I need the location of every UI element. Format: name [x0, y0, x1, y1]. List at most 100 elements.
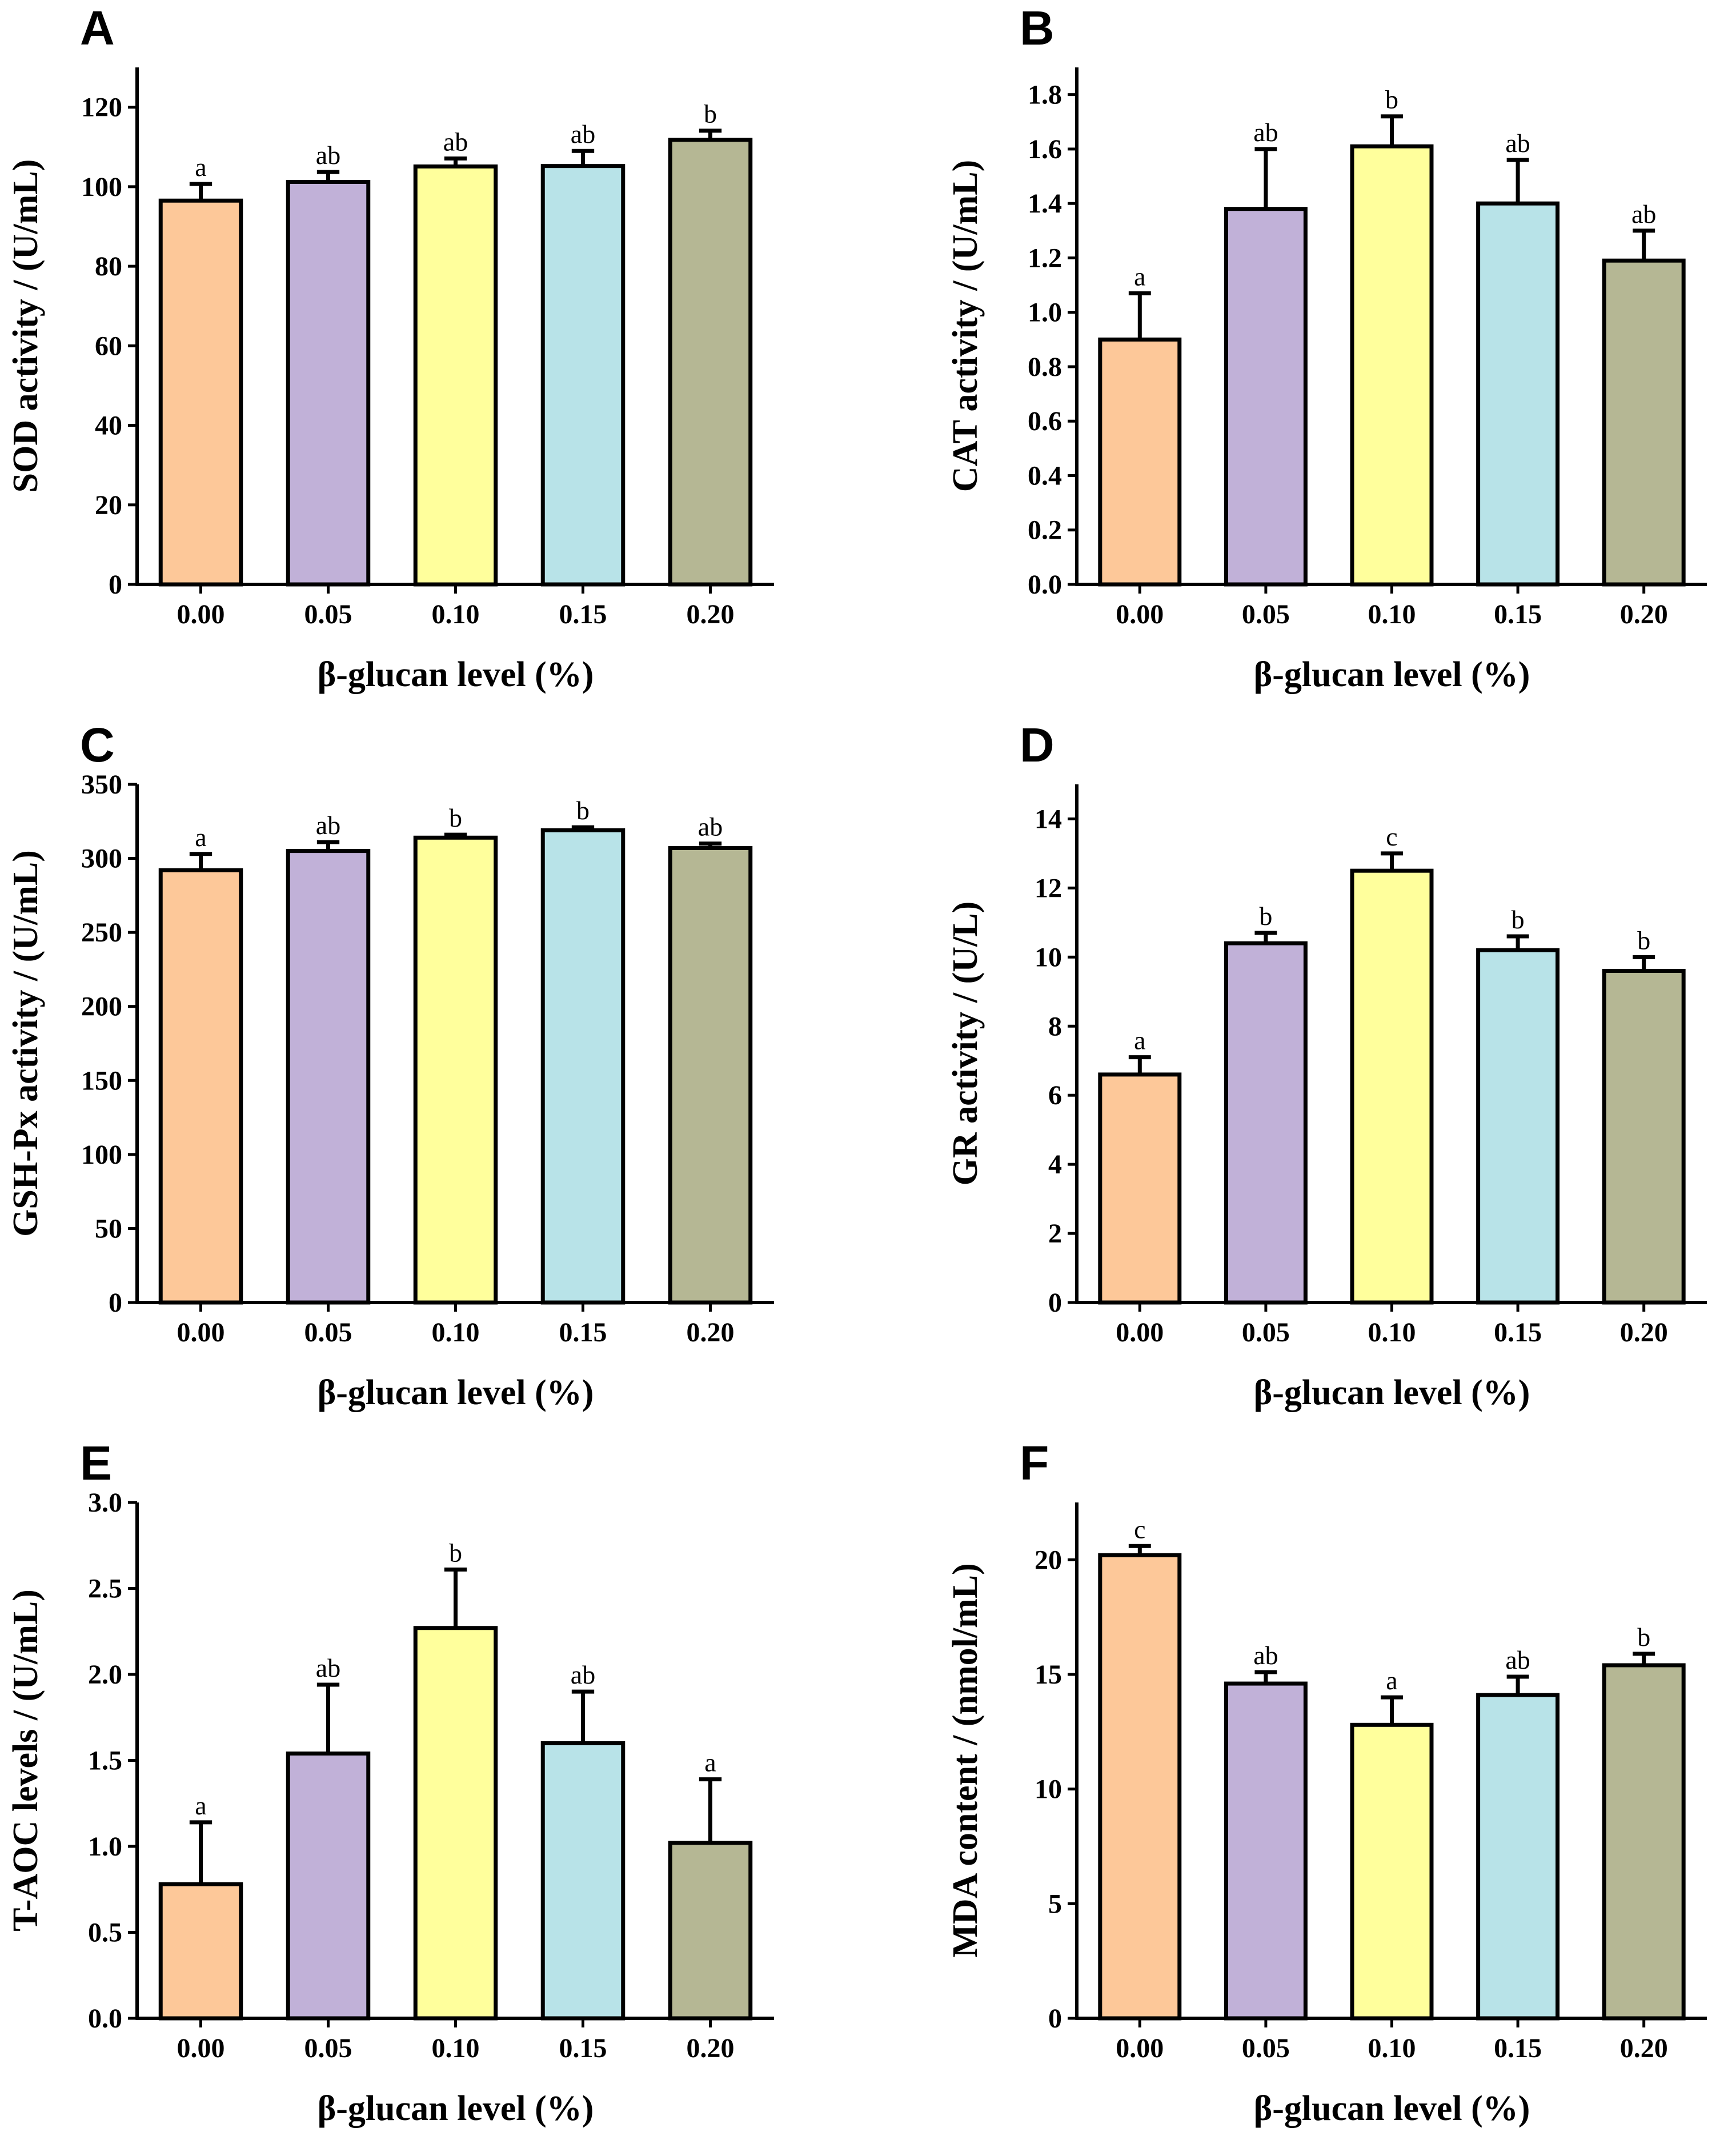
y-tick-label: 2	[1048, 1219, 1062, 1249]
panel-letter: B	[1020, 1, 1055, 55]
y-tick-label: 1.5	[88, 1746, 122, 1776]
bar-0.20	[1602, 969, 1686, 1305]
x-tick-label: 0.05	[304, 2033, 352, 2063]
error-bar-0.20	[699, 841, 722, 848]
y-tick-label: 350	[81, 770, 122, 800]
error-bar-0.20	[699, 1777, 722, 1843]
x-tick-label: 0.10	[1368, 1317, 1416, 1348]
x-tick-label: 0.15	[559, 2033, 607, 2063]
significance-letter: a	[195, 153, 206, 182]
error-bar-0.00	[189, 852, 213, 871]
x-axis-title: β-glucan level (%)	[1254, 2089, 1530, 2128]
x-tick-label: 0.15	[1494, 2033, 1542, 2063]
error-bar-0.15	[1506, 158, 1529, 204]
y-tick-label: 5	[1048, 1889, 1062, 1919]
x-tick-label: 0.20	[1620, 599, 1668, 630]
y-axis-title: GR activity / (U/L)	[946, 901, 985, 1186]
y-tick-label: 15	[1035, 1660, 1062, 1690]
error-bar-0.05	[1254, 147, 1277, 209]
error-bar-0.10	[444, 156, 467, 167]
bar-0.20	[1602, 1663, 1686, 2021]
error-bar-0.10	[444, 832, 467, 838]
error-bar-0.10	[444, 1567, 467, 1628]
significance-letter: a	[1386, 1666, 1397, 1695]
y-tick-label: 1.0	[88, 1832, 122, 1862]
error-bar-0.15	[571, 825, 595, 831]
bar-0.00	[1098, 1072, 1182, 1305]
x-tick-label: 0.10	[1368, 599, 1416, 630]
y-tick-label: 250	[81, 917, 122, 948]
y-axis-title: CAT activity / (U/mL)	[946, 160, 985, 492]
chart-panel-d: Da 0.00 b 0.05 c 0.10 b 0.15 b 0.20 0 2 4 6 8 10 12 14 β-g…	[946, 718, 1707, 1412]
error-bar-0.05	[1254, 931, 1277, 944]
chart-panel-a: Aa 0.00 ab 0.05 ab 0.10 ab 0.15 b 0.20 0 20 40 60 80 10…	[6, 1, 774, 694]
x-tick-label: 0.15	[559, 599, 607, 630]
significance-letter: b	[1385, 85, 1398, 114]
significance-letter: b	[1637, 925, 1650, 955]
bar-0.15	[1476, 201, 1560, 587]
y-tick-label: 0	[109, 1288, 122, 1318]
y-tick-label: 10	[1035, 1774, 1062, 1805]
x-tick-label: 0.00	[177, 2033, 225, 2063]
error-bar-0.00	[189, 182, 213, 201]
bar-0.20	[668, 845, 753, 1305]
significance-letter: b	[704, 99, 717, 129]
y-axis-title: MDA content / (nmol/mL)	[946, 1563, 985, 1958]
error-bar-0.00	[189, 1820, 213, 1885]
error-bar-0.00	[1128, 291, 1151, 340]
bar-0.00	[158, 1882, 243, 2021]
y-tick-label: 0	[1048, 2003, 1062, 2034]
chart-panel-b: Ba 0.00 ab 0.05 b 0.10 ab 0.15 ab 0.20 0.0 0.2 0.4 0.…	[946, 1, 1707, 694]
x-tick-label: 0.20	[687, 1317, 735, 1348]
bar-0.15	[1476, 1693, 1560, 2021]
y-tick-label: 0.4	[1028, 460, 1062, 491]
error-bar-0.10	[1381, 114, 1403, 147]
x-tick-label: 0.05	[1242, 2033, 1290, 2063]
y-tick-label: 0.5	[88, 1918, 122, 1948]
y-tick-label: 150	[81, 1065, 122, 1096]
y-tick-label: 80	[95, 251, 122, 282]
y-tick-label: 0.0	[88, 2003, 122, 2034]
y-tick-label: 40	[95, 411, 122, 441]
y-tick-label: 6	[1048, 1080, 1062, 1111]
x-tick-label: 0.20	[687, 599, 735, 630]
bar-0.00	[158, 868, 243, 1305]
x-tick-label: 0.20	[687, 2033, 735, 2063]
y-tick-label: 100	[81, 172, 122, 202]
significance-letter: b	[1259, 901, 1272, 931]
bar-0.20	[668, 138, 753, 587]
x-tick-label: 0.20	[1620, 2033, 1668, 2063]
panel-letter: E	[80, 1436, 112, 1490]
panel-letter: F	[1020, 1436, 1049, 1490]
y-axis-title: T-AOC levels / (U/mL)	[6, 1589, 45, 1931]
y-tick-label: 12	[1035, 873, 1062, 903]
x-axis-title: β-glucan level (%)	[318, 1373, 594, 1412]
x-tick-label: 0.10	[432, 2033, 480, 2063]
error-bar-0.05	[316, 840, 340, 851]
significance-letter: b	[1512, 905, 1525, 934]
y-tick-label: 14	[1035, 804, 1062, 834]
bar-0.10	[413, 835, 498, 1305]
significance-letter: ab	[1631, 199, 1656, 229]
bar-0.15	[540, 828, 626, 1305]
x-tick-label: 0.10	[432, 599, 480, 630]
y-tick-label: 100	[81, 1140, 122, 1170]
y-tick-label: 2.5	[88, 1574, 122, 1604]
y-tick-label: 120	[81, 93, 122, 123]
bar-0.05	[1224, 1681, 1308, 2021]
significance-letter: ab	[571, 1660, 595, 1689]
significance-letter: b	[449, 1538, 462, 1567]
bar-0.00	[1098, 337, 1182, 587]
error-bar-0.15	[571, 149, 595, 166]
y-tick-label: 0.0	[1028, 570, 1062, 600]
significance-letter: c	[1134, 1514, 1145, 1544]
x-axis-title: β-glucan level (%)	[1254, 1373, 1530, 1412]
error-bar-0.05	[316, 1682, 340, 1754]
panel-letter: D	[1020, 718, 1055, 772]
significance-letter: a	[1134, 1026, 1145, 1055]
x-tick-label: 0.00	[1116, 1317, 1164, 1348]
bar-0.05	[286, 179, 371, 587]
x-axis-title: β-glucan level (%)	[318, 2089, 594, 2128]
y-axis-title: GSH-Px activity / (U/mL)	[6, 850, 45, 1237]
error-bar-0.10	[1381, 851, 1403, 871]
